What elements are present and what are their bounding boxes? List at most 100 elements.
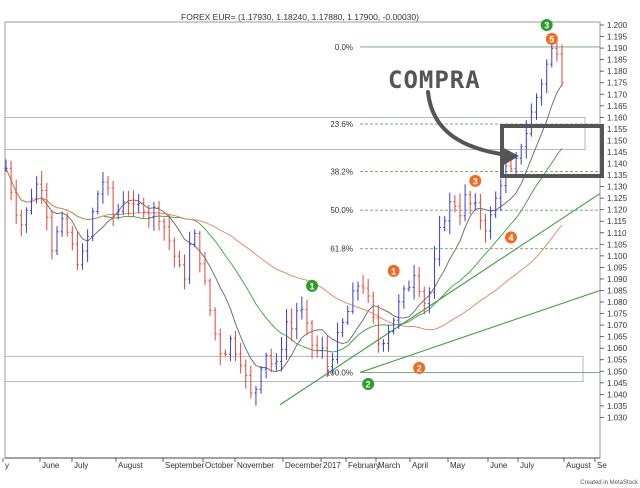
wave-marker-circle: [504, 231, 517, 244]
ohlc-bar: [494, 191, 498, 219]
ohlc-bar: [19, 209, 23, 237]
y-tick-label: 1.135: [607, 171, 628, 180]
wave-marker-label: 5: [549, 34, 554, 44]
ohlc-bar: [274, 353, 278, 371]
y-tick-label: 1.175: [607, 79, 628, 88]
ohlc-bar: [346, 305, 350, 325]
ohlc-bar: [152, 201, 156, 231]
y-tick-label: 1.155: [607, 125, 628, 134]
y-tick-label: 1.140: [607, 160, 628, 169]
wave-marker-circle: [545, 32, 558, 45]
y-tick-label: 1.110: [607, 229, 627, 238]
x-tick-label: August: [118, 461, 144, 470]
ohlc-bar: [208, 278, 212, 316]
x-tick-label: y: [5, 461, 9, 470]
wave-marker-label: 1: [310, 281, 315, 291]
ohlc-bar: [300, 296, 304, 320]
ohlc-bar: [305, 299, 309, 335]
ohlc-bar: [91, 207, 95, 242]
wave-marker: 2: [362, 377, 375, 390]
fib-label: 0.0%: [335, 43, 353, 52]
wave-marker: 4: [504, 231, 517, 244]
y-tick-label: 1.200: [607, 21, 628, 30]
ohlc-bar: [351, 282, 355, 315]
fibonacci-levels: 0.0% 23.6% 38.2% 50.0% 61.8% 100.0%: [326, 43, 600, 377]
ohlc-bar: [397, 294, 401, 329]
y-tick-label: 1.165: [607, 102, 628, 111]
zone-box: [4, 116, 586, 151]
ohlc-bar: [4, 159, 8, 172]
y-tick-label: 1.035: [607, 402, 628, 411]
compra-label: COMPRA: [388, 66, 481, 94]
ohlc-bar: [203, 251, 207, 286]
y-tick-label: 1.100: [607, 252, 628, 261]
compra-box: [500, 124, 604, 178]
ohlc-bar: [361, 275, 365, 294]
trendline-upper: [279, 193, 601, 406]
ohlc-bar: [443, 216, 447, 232]
compra-arrow: [426, 90, 517, 158]
y-tick-label: 1.180: [607, 67, 628, 76]
wave-marker-circle: [469, 174, 482, 187]
x-tick-label: October: [205, 461, 234, 470]
ohlc-bar: [509, 158, 513, 173]
y-tick-label: 1.185: [607, 56, 628, 65]
y-tick-label: 1.065: [607, 333, 628, 342]
x-tick-label: August: [566, 461, 592, 470]
ohlc-bar: [545, 59, 549, 94]
ohlc-bar: [387, 324, 391, 352]
y-tick-label: 1.085: [607, 286, 628, 295]
ohlc-bar: [142, 197, 146, 219]
ohlc-bar: [126, 190, 130, 216]
y-tick-label: 1.090: [607, 275, 628, 284]
wave-marker-label: 4: [508, 233, 513, 243]
ohlc-bar: [101, 171, 105, 204]
ohlc-bar: [9, 160, 13, 201]
grid: [4, 21, 601, 459]
ohlc-bar: [81, 243, 85, 270]
ohlc-bar: [290, 308, 294, 342]
ohlc-bar: [550, 40, 554, 68]
wave-marker-circle: [540, 19, 553, 31]
ohlc-bar: [438, 215, 442, 267]
fib-label: 61.8%: [330, 245, 353, 254]
ohlc-bar: [560, 44, 564, 87]
ohlc-bar: [218, 328, 222, 366]
ohlc-bar: [239, 343, 243, 374]
wave-marker: 3: [540, 19, 553, 31]
x-tick-label: September: [165, 461, 204, 470]
x-tick-label: Se: [597, 461, 607, 470]
ohlc-bar: [453, 195, 457, 213]
wave-marker: 1: [306, 279, 319, 292]
wave-marker: 5: [545, 32, 558, 45]
ohlc-bar: [422, 286, 426, 315]
ohlc-bar: [213, 307, 217, 341]
ohlc-bar: [534, 93, 538, 120]
x-tick-label: March: [378, 461, 400, 470]
ohlc-bar: [162, 218, 166, 241]
x-tick-label: July: [74, 461, 88, 470]
trendline-lower: [359, 289, 601, 373]
y-tick-label: 1.060: [607, 344, 628, 353]
wave-marker: 3: [469, 174, 482, 187]
ohlc-bar: [371, 291, 375, 324]
ohlc-bar: [259, 366, 263, 394]
ohlc-bar: [427, 287, 431, 314]
ohlc-bar: [116, 203, 120, 220]
fib-label: 23.6%: [330, 120, 353, 129]
ohlc-bar: [315, 335, 319, 358]
y-tick-label: 1.075: [607, 310, 628, 319]
y-tick-label: 1.120: [607, 206, 628, 215]
ohlc-bar: [336, 322, 340, 364]
y-tick-label: 1.115: [607, 217, 627, 226]
ohlc-bar: [499, 178, 503, 212]
ohlc-bar: [295, 302, 299, 340]
ohlc-bar: [325, 335, 329, 378]
y-tick-label: 1.105: [607, 240, 628, 249]
ohlc-bar: [412, 264, 416, 300]
ohlc-bar: [228, 335, 232, 362]
wave-marker-circle: [387, 264, 400, 277]
ohlc-bar: [60, 211, 64, 237]
ohlc-bar: [529, 103, 533, 137]
ohlc-bar: [50, 210, 54, 260]
